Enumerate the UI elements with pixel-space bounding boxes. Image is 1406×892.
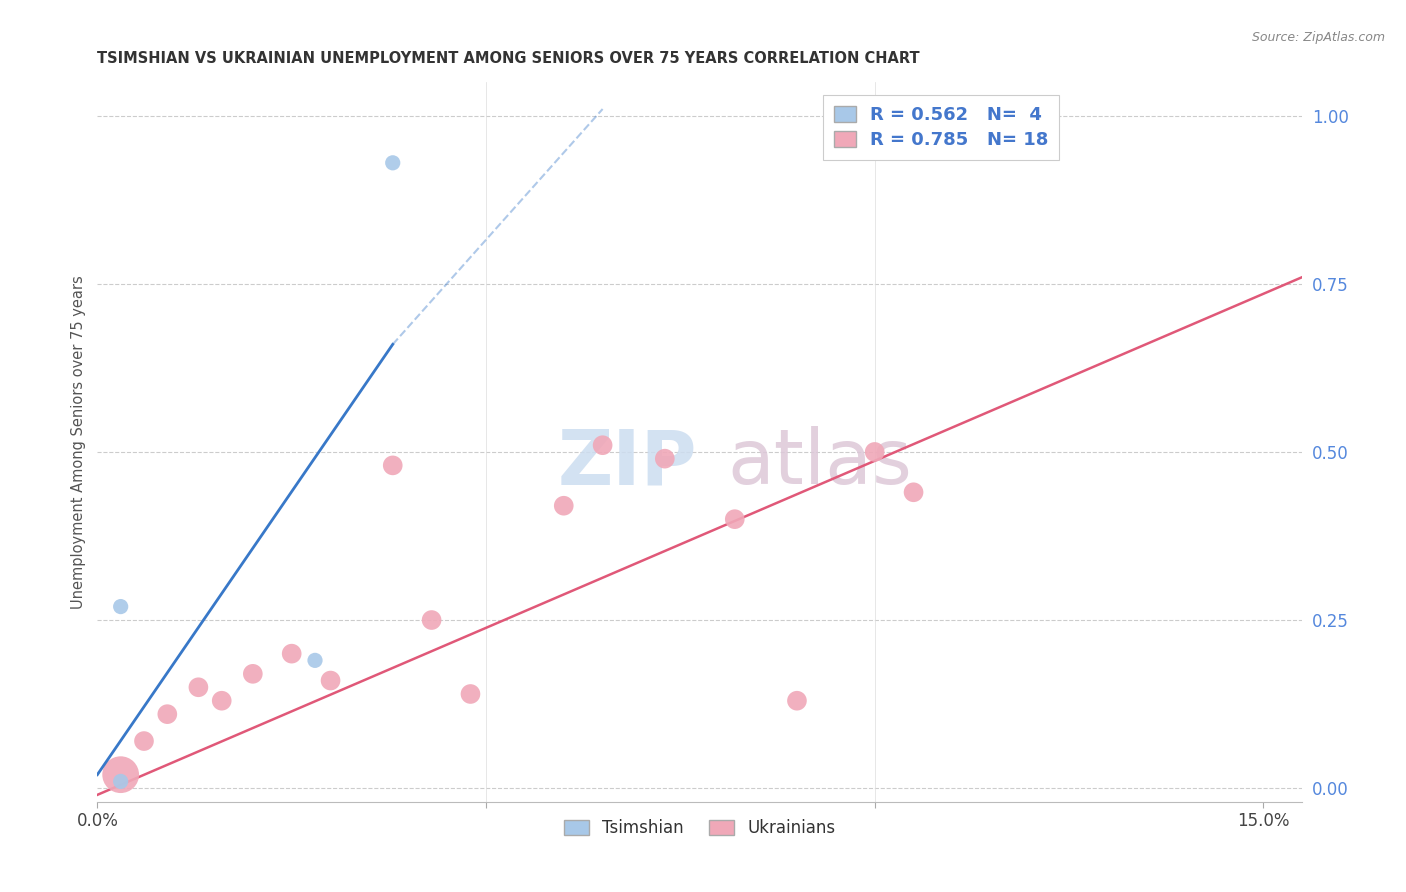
Text: ZIP: ZIP: [558, 426, 697, 500]
Point: [156, 707, 179, 722]
Point: [863, 445, 886, 459]
Point: [280, 647, 302, 661]
Text: Source: ZipAtlas.com: Source: ZipAtlas.com: [1251, 31, 1385, 45]
Point: [553, 499, 575, 513]
Point: [903, 485, 925, 500]
Text: TSIMSHIAN VS UKRAINIAN UNEMPLOYMENT AMONG SENIORS OVER 75 YEARS CORRELATION CHAR: TSIMSHIAN VS UKRAINIAN UNEMPLOYMENT AMON…: [97, 51, 920, 66]
Y-axis label: Unemployment Among Seniors over 75 years: Unemployment Among Seniors over 75 years: [72, 275, 86, 608]
Point: [786, 694, 808, 708]
Point: [304, 653, 326, 667]
Point: [319, 673, 342, 688]
Point: [460, 687, 482, 701]
Point: [187, 680, 209, 694]
Point: [242, 666, 264, 681]
Text: atlas: atlas: [728, 426, 912, 500]
Point: [654, 451, 676, 466]
Point: [420, 613, 443, 627]
Point: [211, 694, 233, 708]
Point: [110, 599, 132, 614]
Point: [724, 512, 747, 526]
Point: [110, 774, 132, 789]
Point: [381, 458, 404, 473]
Point: [132, 734, 155, 748]
Point: [110, 767, 132, 781]
Point: [592, 438, 614, 452]
Point: [381, 156, 404, 170]
Legend: Tsimshian, Ukrainians: Tsimshian, Ukrainians: [557, 813, 842, 844]
